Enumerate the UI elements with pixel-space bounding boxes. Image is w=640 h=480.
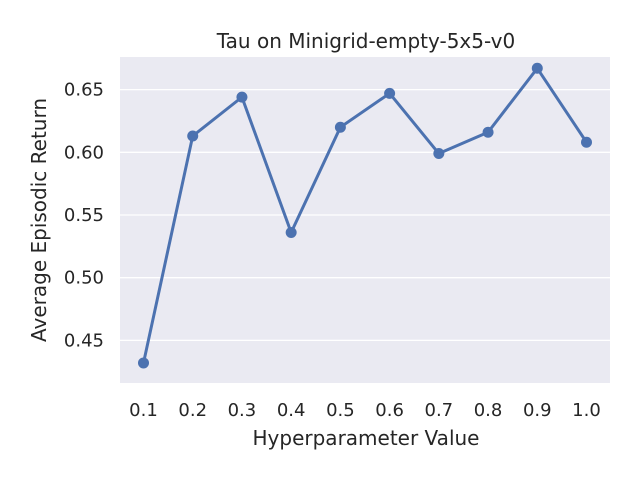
data-point — [384, 87, 396, 99]
data-point — [236, 91, 248, 103]
x-tick-label: 0.7 — [425, 400, 454, 421]
plot-area — [120, 57, 610, 383]
y-tick-label: 0.45 — [64, 330, 104, 351]
data-point — [187, 130, 199, 142]
y-tick-label: 0.55 — [64, 205, 104, 226]
x-tick-label: 0.4 — [277, 400, 306, 421]
series-line — [142, 66, 588, 364]
y-axis-label: Average Episodic Return — [27, 98, 51, 342]
grid-lines — [120, 88, 610, 342]
x-tick-label: 1.0 — [572, 400, 601, 421]
x-tick-label: 0.8 — [474, 400, 503, 421]
x-tick-label: 0.5 — [326, 400, 355, 421]
data-point — [482, 126, 494, 138]
data-point — [285, 227, 297, 239]
data-point — [433, 148, 445, 160]
y-tick-label: 0.65 — [64, 80, 104, 101]
x-tick-label: 0.1 — [129, 400, 158, 421]
x-tick-label: 0.2 — [178, 400, 207, 421]
x-tick-labels: 0.1 0.2 0.3 0.4 0.5 0.6 0.7 0.8 0.9 1.0 — [129, 400, 601, 421]
x-tick-label: 0.6 — [375, 400, 404, 421]
data-point — [531, 62, 543, 74]
data-series — [138, 62, 592, 369]
x-tick-label: 0.9 — [523, 400, 552, 421]
x-axis-label: Hyperparameter Value — [253, 426, 480, 450]
chart-title: Tau on Minigrid-empty-5x5-v0 — [216, 29, 515, 53]
data-point — [334, 121, 346, 133]
x-tick-label: 0.3 — [228, 400, 257, 421]
y-tick-label: 0.50 — [64, 268, 104, 289]
y-tick-labels: 0.45 0.50 0.55 0.60 0.65 — [64, 80, 104, 352]
data-point — [581, 136, 592, 148]
y-tick-label: 0.60 — [64, 142, 104, 163]
data-point — [138, 357, 149, 369]
